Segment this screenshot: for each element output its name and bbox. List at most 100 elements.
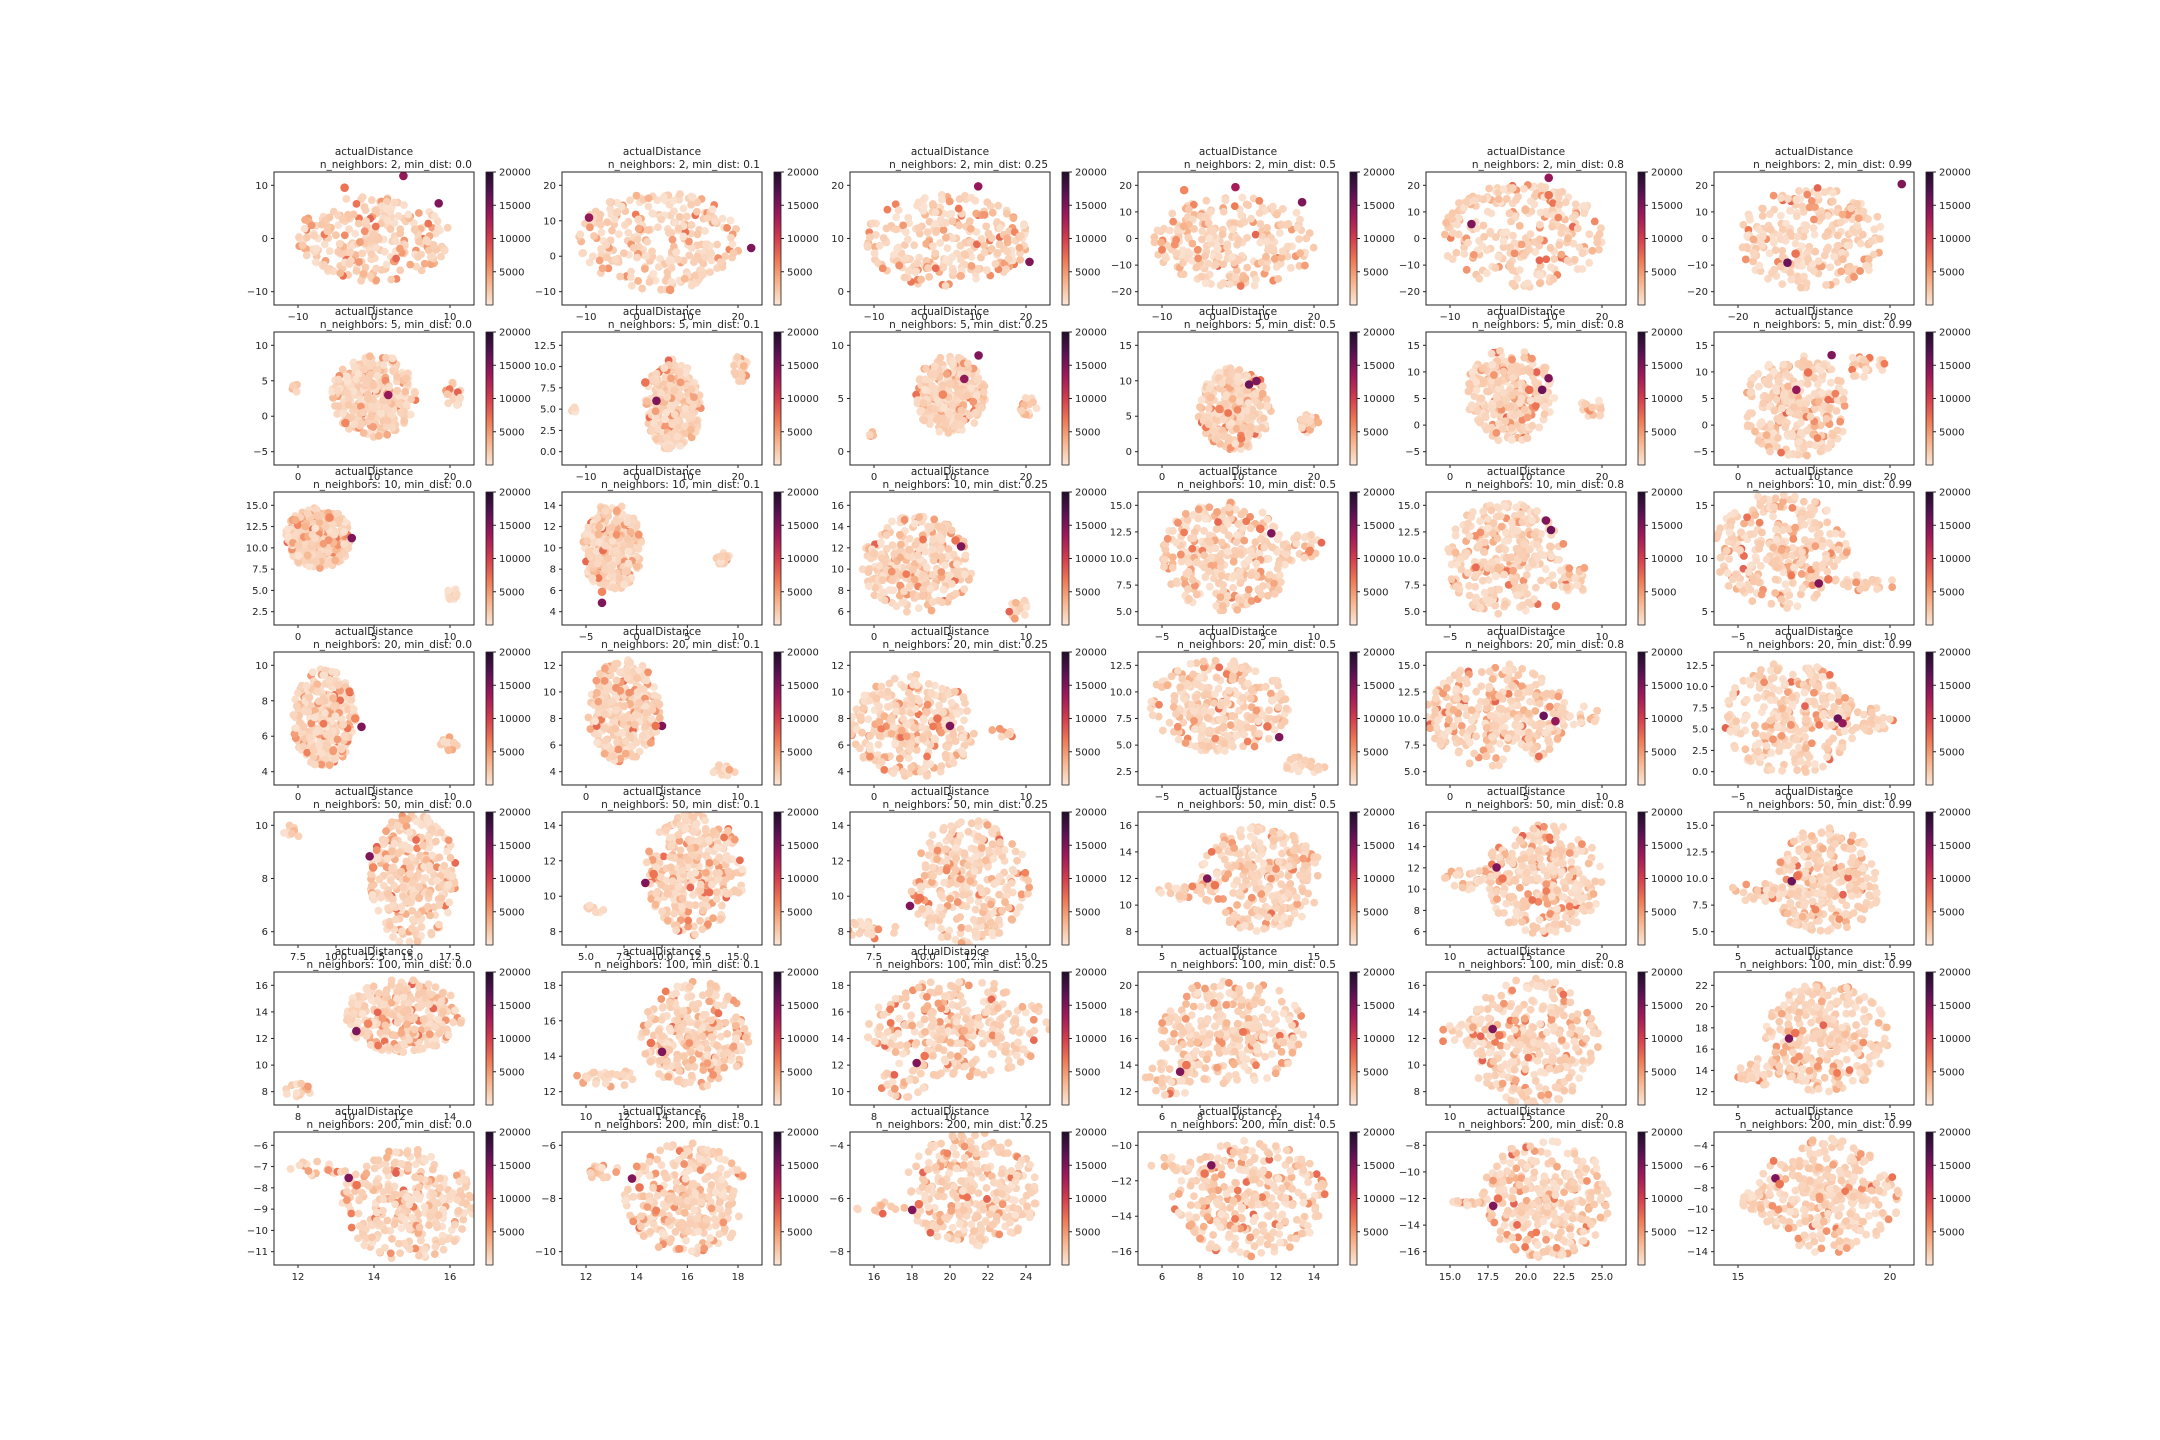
point-group: [865, 351, 1041, 440]
data-point: [343, 389, 352, 398]
data-point: [870, 249, 879, 258]
data-point: [1520, 348, 1529, 357]
data-point: [955, 221, 964, 230]
data-point: [1764, 274, 1772, 283]
data-point: [1536, 208, 1545, 217]
data-point: [1235, 255, 1244, 264]
data-point: [915, 375, 924, 384]
y-tick-label: −10: [1399, 261, 1420, 272]
data-point: [1535, 235, 1544, 244]
point-group: [1150, 182, 1318, 290]
y-tick-label: 10: [831, 565, 844, 576]
data-point: [672, 248, 680, 257]
data-point: [1550, 255, 1559, 263]
data-point: [354, 219, 363, 228]
colorbar-tick-label: 20000: [1075, 168, 1107, 179]
data-point: [1588, 403, 1597, 412]
data-point: [1296, 215, 1304, 224]
data-point: [1831, 389, 1840, 398]
data-point: [389, 367, 397, 375]
data-point: [1193, 245, 1202, 254]
data-point: [298, 241, 307, 250]
x-tick-label: 10: [732, 632, 745, 643]
data-point: [727, 233, 735, 242]
data-point: [1508, 184, 1517, 192]
data-point: [1257, 258, 1266, 267]
data-point: [1839, 395, 1848, 404]
y-tick-label: 10: [831, 234, 844, 245]
x-tick-label: 20: [1020, 472, 1033, 483]
y-tick-label: 12.5: [534, 341, 556, 352]
data-point: [1776, 262, 1785, 271]
data-point: [372, 276, 381, 285]
x-tick-label: −5: [579, 632, 594, 643]
data-point: [651, 407, 660, 416]
data-point: [329, 267, 338, 276]
point-group: [1464, 346, 1605, 445]
data-point: [1231, 273, 1240, 282]
data-point: [1508, 391, 1517, 400]
data-point: [893, 244, 902, 253]
data-point: [910, 519, 919, 528]
data-point: [1784, 382, 1793, 391]
data-point: [1765, 360, 1773, 369]
data-point: [629, 244, 638, 252]
colorbar-tick-label: 20000: [1363, 328, 1395, 339]
data-point: [601, 507, 610, 515]
data-point: [938, 553, 946, 562]
data-point: [1766, 447, 1774, 456]
data-point: [576, 230, 585, 239]
data-point: [602, 253, 611, 262]
colorbar: [773, 491, 782, 626]
data-point: [334, 387, 342, 395]
data-point: [315, 564, 324, 572]
colorbar-tick-label: 10000: [1075, 554, 1107, 565]
data-point: [1818, 389, 1826, 398]
data-point: [966, 224, 975, 233]
data-point: [355, 258, 363, 266]
data-point: [1218, 379, 1227, 387]
data-point: [1739, 220, 1748, 229]
data-point: [687, 425, 695, 434]
data-point: [300, 224, 309, 233]
data-point: [669, 196, 678, 205]
data-point: [578, 249, 587, 258]
data-point: [1769, 367, 1778, 376]
data-point: [1442, 218, 1451, 227]
data-point: [934, 522, 943, 531]
data-point: [583, 537, 591, 545]
data-point: [1799, 444, 1808, 453]
data-point: [301, 522, 310, 531]
colorbar-tick-label: 20000: [499, 168, 531, 179]
data-point: [415, 237, 423, 246]
data-point: [310, 231, 319, 240]
data-point: [1581, 400, 1590, 408]
data-point: [701, 227, 709, 235]
data-point: [675, 368, 684, 377]
data-point: [594, 574, 603, 582]
panel-subtitle: n_neighbors: 10, min_dist: 0.1: [601, 479, 760, 491]
data-point: [1817, 213, 1826, 221]
data-point: [1492, 392, 1501, 401]
data-point: [1773, 414, 1782, 423]
data-point: [693, 198, 702, 207]
data-point: [307, 221, 316, 230]
data-point: [654, 263, 663, 271]
data-point: [1168, 209, 1177, 218]
data-point: [706, 268, 714, 277]
data-point: [1469, 250, 1478, 259]
data-point: [1540, 364, 1549, 373]
data-point: [323, 227, 332, 236]
data-point: [369, 423, 378, 431]
data-point: [667, 264, 676, 272]
data-point: [971, 408, 980, 417]
colorbar-tick-label: 15000: [1651, 361, 1683, 372]
data-point: [344, 401, 353, 409]
colorbar-tick-label: 5000: [1075, 427, 1100, 438]
data-point: [358, 193, 367, 202]
data-point: [991, 259, 1000, 268]
data-point: [1573, 265, 1582, 274]
data-point: [1485, 184, 1494, 193]
